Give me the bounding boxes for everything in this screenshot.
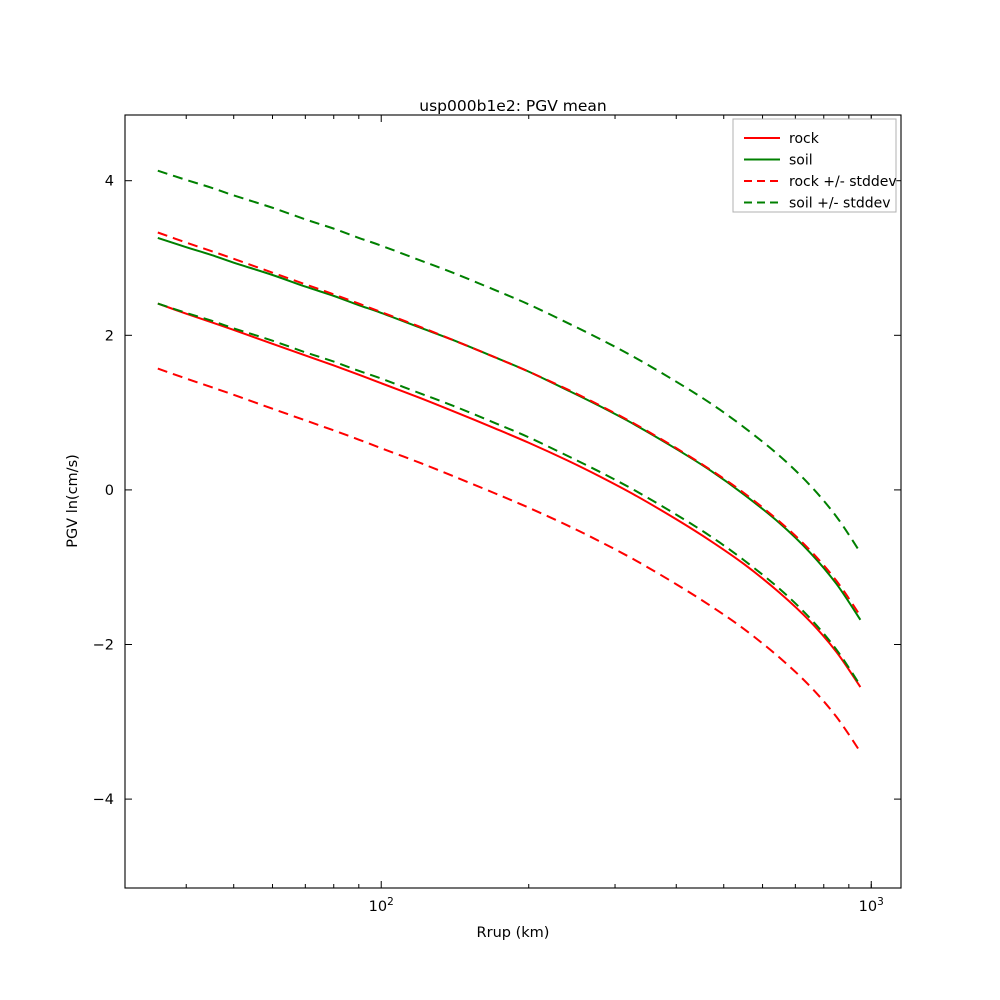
axes-frame bbox=[124, 114, 902, 889]
plot-area-background bbox=[125, 115, 901, 888]
legend-label-rock: rock bbox=[789, 131, 820, 147]
chart-legend[interactable]: rock soil rock +/- stddev soil +/- stddev bbox=[732, 118, 897, 213]
curve-rock-stddev bbox=[157, 231, 862, 617]
y-axis-ticks: 4 2 0 −2 −4 bbox=[93, 174, 901, 808]
data-curves bbox=[157, 169, 862, 753]
curve-soil-stddev bbox=[157, 302, 862, 687]
x-tick-label: 103 bbox=[859, 896, 884, 915]
legend-frame bbox=[732, 118, 897, 213]
y-tick-label: −4 bbox=[93, 792, 114, 808]
chart-title: usp000b1e2: PGV mean bbox=[419, 97, 606, 115]
y-tick-label: 2 bbox=[105, 328, 114, 344]
legend-label-soil-stddev: soil +/- stddev bbox=[789, 196, 891, 212]
x-axis-label: Rrup (km) bbox=[477, 925, 550, 941]
y-tick-label: 4 bbox=[105, 174, 114, 190]
y-tick-label: −2 bbox=[93, 638, 114, 654]
legend-label-soil: soil bbox=[789, 153, 813, 169]
x-axis-ticks: 102 103 bbox=[185, 115, 884, 915]
y-tick-label: 0 bbox=[105, 483, 114, 499]
y-axis-label: PGV ln(cm/s) bbox=[65, 454, 81, 548]
legend-label-rock-stddev: rock +/- stddev bbox=[789, 174, 897, 190]
curve-rock-stddev bbox=[157, 367, 862, 753]
curve-rock bbox=[157, 302, 862, 688]
curve-soil-stddev bbox=[157, 169, 862, 554]
x-tick-label: 102 bbox=[369, 896, 394, 915]
